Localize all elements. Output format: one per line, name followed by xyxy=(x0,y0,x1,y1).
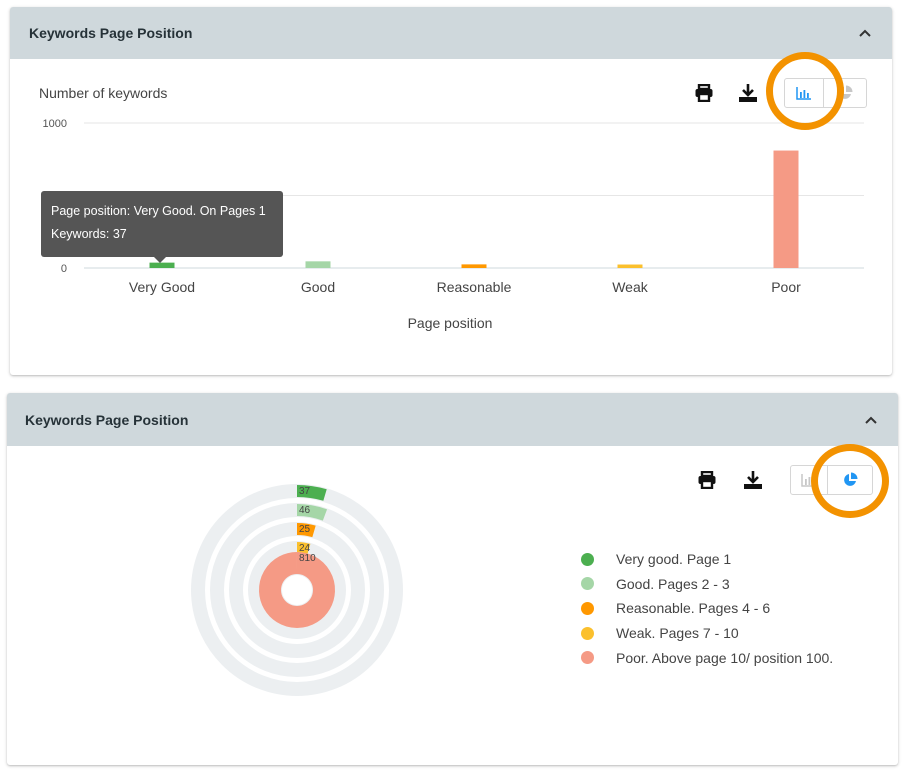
pie-chart-icon xyxy=(839,85,853,99)
pie-chart-panel: Keywords Page Position xyxy=(7,393,898,765)
tooltip-arrow xyxy=(154,257,166,263)
legend-label: Good. Pages 2 - 3 xyxy=(616,575,730,592)
bar[interactable] xyxy=(461,264,487,268)
x-tick-label: Weak xyxy=(612,279,649,295)
legend-label: Weak. Pages 7 - 10 xyxy=(616,625,739,642)
radial-value-label: 24 xyxy=(299,543,311,554)
y-tick-label: 0 xyxy=(61,263,67,275)
pie-view-toggle[interactable] xyxy=(823,78,867,108)
panel-title: Keywords Page Position xyxy=(29,25,193,41)
bar[interactable] xyxy=(149,262,175,268)
tooltip-line-1: Page position: Very Good. On Pages 1 xyxy=(51,204,266,218)
radial-value-label: 46 xyxy=(299,505,311,516)
x-axis-label: Page position xyxy=(408,315,493,331)
radial-arc[interactable] xyxy=(296,542,311,556)
pie-chart-icon xyxy=(844,472,858,486)
bar[interactable] xyxy=(617,264,643,268)
radial-arc[interactable] xyxy=(296,485,327,501)
radial-value-label: 810 xyxy=(299,553,316,564)
print-button[interactable] xyxy=(694,467,720,493)
bar[interactable] xyxy=(773,150,799,268)
legend-label: Poor. Above page 10/ position 100. xyxy=(616,649,834,666)
print-button[interactable] xyxy=(691,80,717,106)
legend-label: Very good. Page 1 xyxy=(616,551,732,568)
print-icon xyxy=(695,84,713,102)
radial-arc[interactable] xyxy=(296,523,316,538)
chevron-up-icon[interactable] xyxy=(864,413,878,427)
x-tick-label: Very Good xyxy=(129,279,195,295)
download-button[interactable] xyxy=(735,80,761,106)
radial-value-label: 25 xyxy=(299,524,311,535)
legend-swatch xyxy=(581,601,594,615)
radial-track xyxy=(191,484,403,696)
bar-chart-icon xyxy=(796,86,811,100)
x-tick-label: Reasonable xyxy=(437,279,512,295)
chart-legend: Very good. Page 1 Good. Pages 2 - 3 Reas… xyxy=(581,547,833,670)
legend-swatch xyxy=(581,552,594,566)
radial-arc[interactable] xyxy=(296,504,328,521)
tooltip-line-2: Keywords: 37 xyxy=(51,227,127,241)
bar-chart-icon xyxy=(801,473,816,487)
legend-item[interactable]: Poor. Above page 10/ position 100. xyxy=(581,645,833,670)
panel-title: Keywords Page Position xyxy=(25,411,189,428)
radial-arc[interactable] xyxy=(259,552,335,628)
bar-view-toggle[interactable] xyxy=(790,465,828,495)
download-button[interactable] xyxy=(740,467,766,493)
legend-item[interactable]: Weak. Pages 7 - 10 xyxy=(581,621,833,646)
bar-view-toggle[interactable] xyxy=(784,78,824,108)
chart-tooltip: Page position: Very Good. On Pages 1 Key… xyxy=(41,191,283,257)
y-tick-label: 1000 xyxy=(43,118,67,130)
pie-view-toggle[interactable] xyxy=(827,465,873,495)
legend-item[interactable]: Very good. Page 1 xyxy=(581,547,833,572)
legend-swatch xyxy=(581,577,594,591)
legend-label: Reasonable. Pages 4 - 6 xyxy=(616,600,771,617)
x-tick-label: Poor xyxy=(771,279,801,295)
pie-panel-header[interactable]: Keywords Page Position xyxy=(7,393,898,446)
radial-value-label: 37 xyxy=(299,486,311,497)
print-icon xyxy=(698,471,716,489)
bar[interactable] xyxy=(305,261,331,268)
bar-chart: Number of keywords 0 1000 Very Good Good Re… xyxy=(39,85,864,331)
download-icon xyxy=(744,471,762,489)
y-axis-label: Number of keywords xyxy=(39,85,167,101)
chevron-up-icon[interactable] xyxy=(858,26,872,40)
legend-swatch xyxy=(581,626,594,640)
download-icon xyxy=(739,84,757,102)
x-tick-label: Good xyxy=(301,279,335,295)
legend-swatch xyxy=(581,651,594,665)
legend-item[interactable]: Good. Pages 2 - 3 xyxy=(581,572,833,597)
bar-panel-header[interactable]: Keywords Page Position xyxy=(10,7,892,59)
legend-item[interactable]: Reasonable. Pages 4 - 6 xyxy=(581,596,833,621)
